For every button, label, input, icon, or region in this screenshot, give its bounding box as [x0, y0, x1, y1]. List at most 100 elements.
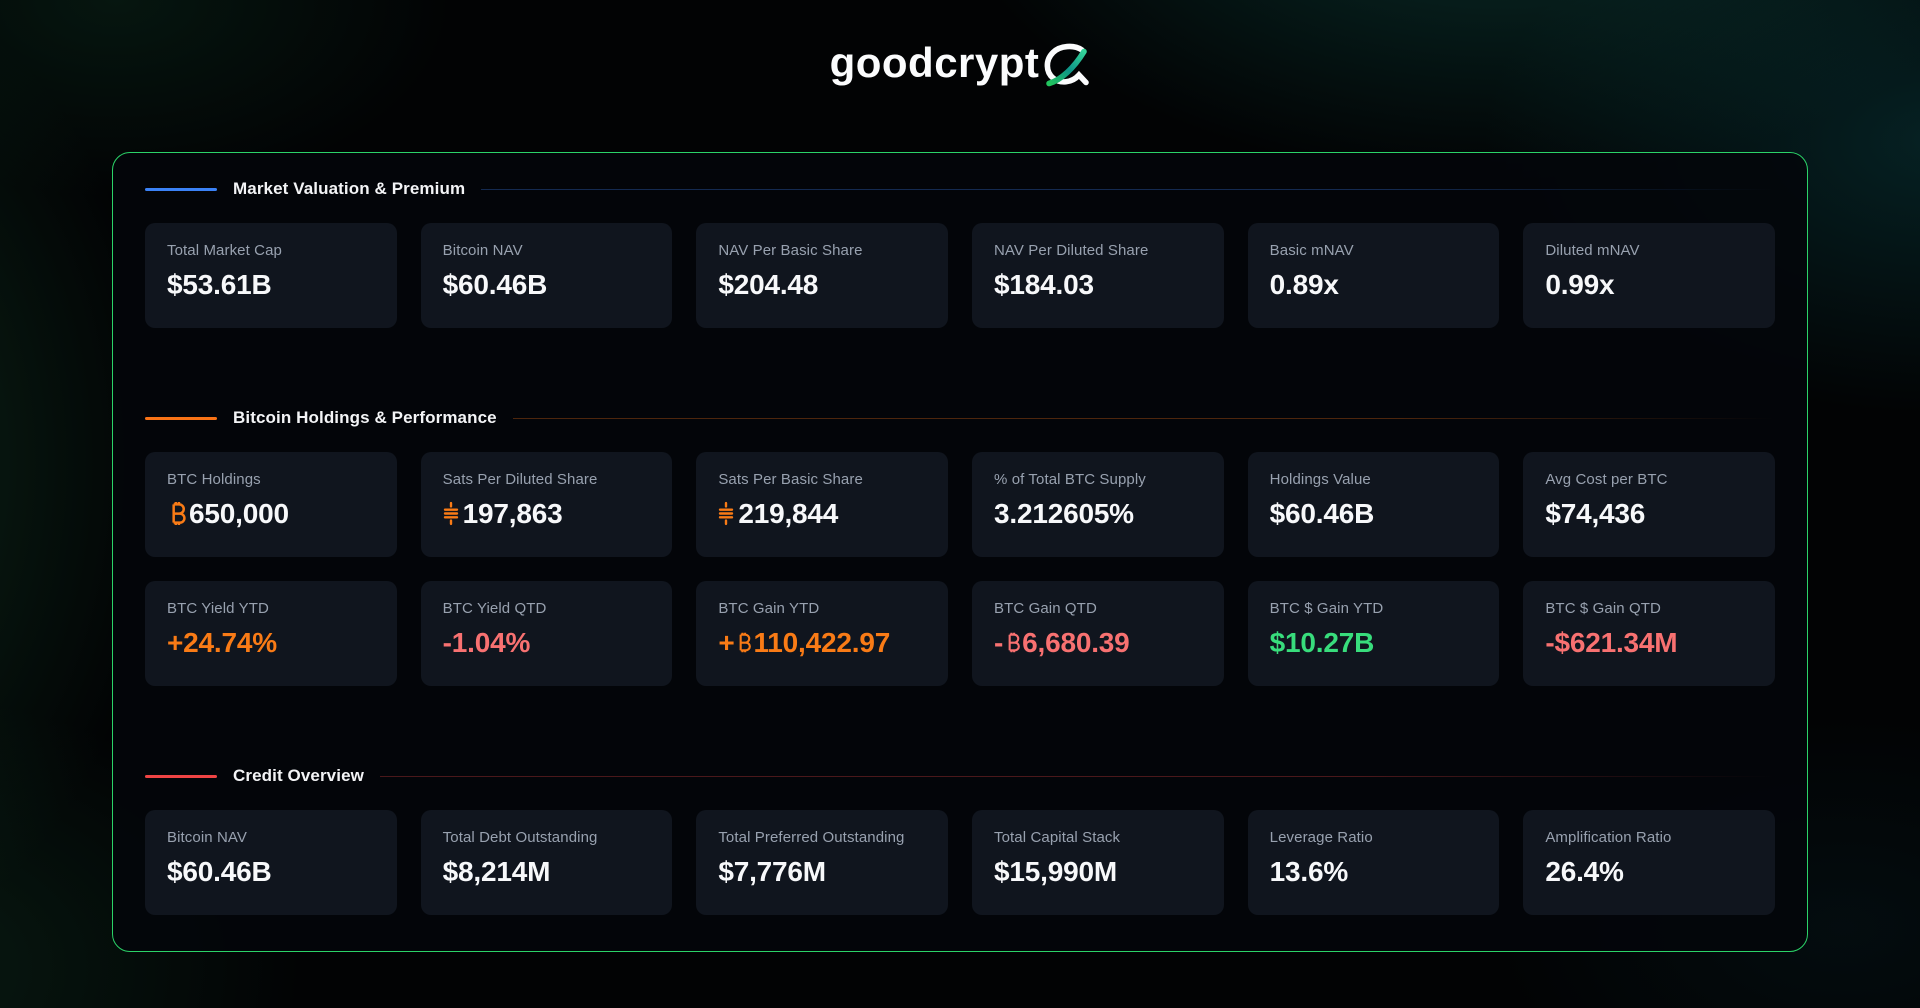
metric-label: Avg Cost per BTC — [1545, 471, 1668, 488]
metric-card-total-capital-stack: Total Capital Stack $15,990M — [972, 810, 1224, 915]
metric-value-text: $60.46B — [167, 856, 272, 887]
metric-label: BTC $ Gain YTD — [1269, 600, 1384, 617]
metric-value-text: -$621.34M — [1545, 627, 1678, 658]
metric-card-basic-mnav: Basic mNAV 0.89x — [1247, 223, 1500, 328]
metric-value: -1.04% — [443, 627, 651, 659]
metric-label: Holdings Value — [1269, 471, 1371, 488]
metric-value: $204.48 — [718, 269, 926, 301]
metric-label: Total Preferred Outstanding — [718, 829, 905, 846]
metric-label: Amplification Ratio — [1545, 829, 1672, 846]
metric-value-text: $74,436 — [1545, 498, 1646, 529]
metric-value-text: 26.4% — [1545, 856, 1624, 887]
metric-value: 26.4% — [1545, 856, 1753, 888]
dashboard-panel: Market Valuation & Premium Total Market C… — [112, 152, 1808, 952]
section-accent-line — [145, 774, 217, 778]
metric-label: Basic mNAV — [1269, 242, 1354, 259]
metric-row: Total Market Cap $53.61B Bitcoin NAV $60.46… — [145, 223, 1775, 328]
metric-label: Sats Per Basic Share — [718, 471, 863, 488]
header: goodcrypt — [0, 0, 1920, 126]
logo: goodcrypt — [829, 39, 1091, 87]
metric-card-btc-yield-ytd: BTC Yield YTD +24.74% — [145, 581, 397, 686]
section-title: Bitcoin Holdings & Performance — [233, 408, 497, 427]
metric-row: Bitcoin NAV $60.46B Total Debt Outstanding… — [145, 810, 1775, 915]
metric-value: -6,680.39 — [994, 627, 1202, 659]
metric-value: +110,422.97 — [718, 627, 926, 659]
logo-text: goodcrypt — [829, 39, 1040, 86]
metric-value: $10.27B — [1270, 627, 1478, 659]
metric-card-holdings-value: Holdings Value $60.46B — [1247, 452, 1500, 557]
section-accent-line — [145, 416, 217, 420]
metric-value-text: +110,422.97 — [718, 627, 891, 658]
bitcoin-symbol-icon — [735, 631, 752, 654]
metric-value: -$621.34M — [1545, 627, 1753, 659]
metric-value: 0.89x — [1270, 269, 1478, 301]
metric-label: NAV Per Diluted Share — [994, 242, 1149, 259]
metric-card-amplification-ratio: Amplification Ratio 26.4% — [1523, 810, 1775, 915]
metric-card-bitcoin-nav: Bitcoin NAV $60.46B — [145, 810, 397, 915]
metric-card-sats-per-basic-share: Sats Per Basic Share 219,844 — [696, 452, 948, 557]
metric-label: BTC $ Gain QTD — [1545, 600, 1661, 617]
metric-value: 0.99x — [1545, 269, 1753, 301]
metric-label: % of Total BTC Supply — [994, 471, 1146, 488]
section-credit-overview: Credit Overview Bitcoin NAV $60.46B Total D… — [145, 766, 1775, 915]
metric-card-of-total-btc-supply: % of Total BTC Supply 3.212605% — [972, 452, 1224, 557]
metric-value-text: -6,680.39 — [994, 627, 1130, 658]
metric-value-text: 3.212605% — [994, 498, 1134, 529]
metric-value: $60.46B — [443, 269, 651, 301]
metric-value-text: +24.74% — [167, 627, 277, 658]
section-title: Market Valuation & Premium — [233, 179, 466, 198]
section-market-valuation-premium: Market Valuation & Premium Total Market C… — [145, 179, 1775, 328]
satoshi-icon — [443, 498, 463, 530]
metric-row: BTC Holdings 650,000 Sats Per Diluted Shar… — [145, 452, 1775, 557]
metric-label: Bitcoin NAV — [167, 829, 248, 846]
metric-card-btc-gain-qtd: BTC $ Gain QTD -$621.34M — [1523, 581, 1775, 686]
metric-label: Total Debt Outstanding — [442, 829, 598, 846]
metric-value: 219,844 — [718, 498, 926, 530]
satoshi-icon — [718, 498, 738, 530]
metric-value-text: $60.46B — [1269, 498, 1375, 529]
metric-card-btc-gain-ytd: BTC Gain YTD +110,422.97 — [696, 581, 948, 686]
metric-value: +24.74% — [167, 627, 375, 659]
section-header: Credit Overview — [145, 766, 1775, 786]
metric-card-btc-gain-ytd: BTC $ Gain YTD $10.27B — [1247, 581, 1500, 686]
metric-label: Leverage Ratio — [1269, 829, 1373, 846]
metric-card-bitcoin-nav: Bitcoin NAV $60.46B — [420, 223, 673, 328]
metric-card-total-debt-outstanding: Total Debt Outstanding $8,214M — [420, 810, 673, 915]
metric-value: $8,214M — [443, 856, 651, 888]
section-header: Market Valuation & Premium — [145, 179, 1775, 199]
section-title: Credit Overview — [233, 766, 364, 785]
metric-card-total-market-cap: Total Market Cap $53.61B — [145, 223, 397, 328]
section-accent-line — [145, 187, 217, 191]
metric-label: NAV Per Basic Share — [718, 242, 863, 259]
metric-card-sats-per-diluted-share: Sats Per Diluted Share 197,863 — [420, 452, 673, 557]
metric-card-avg-cost-per-btc: Avg Cost per BTC $74,436 — [1523, 452, 1775, 557]
metric-card-diluted-mnav: Diluted mNAV 0.99x — [1523, 223, 1775, 328]
metric-value-text: $10.27B — [1269, 627, 1375, 658]
metric-row: BTC Yield YTD +24.74% BTC Yield QTD -1.04% B… — [145, 581, 1775, 686]
metric-value-text: $60.46B — [442, 269, 548, 300]
metric-value-text: 13.6% — [1269, 856, 1349, 887]
logo-x-mark — [1044, 43, 1090, 87]
metric-value: 650,000 — [167, 498, 375, 530]
metric-card-btc-holdings: BTC Holdings 650,000 — [145, 452, 397, 557]
metric-label: BTC Gain YTD — [718, 600, 820, 617]
section-header: Bitcoin Holdings & Performance — [145, 408, 1775, 428]
metric-value: $60.46B — [167, 856, 375, 888]
section-divider-line — [512, 417, 1775, 419]
metric-value-text: -1.04% — [442, 627, 531, 658]
metric-value-text: $204.48 — [718, 269, 819, 300]
metric-value-text: $184.03 — [994, 269, 1094, 300]
metric-card-total-preferred-outstanding: Total Preferred Outstanding $7,776M — [696, 810, 948, 915]
metric-value: $184.03 — [994, 269, 1202, 301]
metric-label: BTC Yield YTD — [167, 600, 269, 617]
metric-value-text: 650,000 — [189, 498, 289, 529]
metric-value-text: 197,863 — [462, 498, 563, 529]
metric-label: Total Market Cap — [167, 242, 282, 259]
metric-label: Diluted mNAV — [1545, 242, 1640, 259]
metric-card-btc-gain-qtd: BTC Gain QTD -6,680.39 — [972, 581, 1224, 686]
metric-card-nav-per-diluted-share: NAV Per Diluted Share $184.03 — [972, 223, 1224, 328]
metric-card-btc-yield-qtd: BTC Yield QTD -1.04% — [420, 581, 673, 686]
metric-card-leverage-ratio: Leverage Ratio 13.6% — [1247, 810, 1500, 915]
bitcoin-symbol-icon — [1004, 631, 1021, 654]
section-bitcoin-holdings-performance: Bitcoin Holdings & Performance BTC Holdin… — [145, 408, 1775, 686]
